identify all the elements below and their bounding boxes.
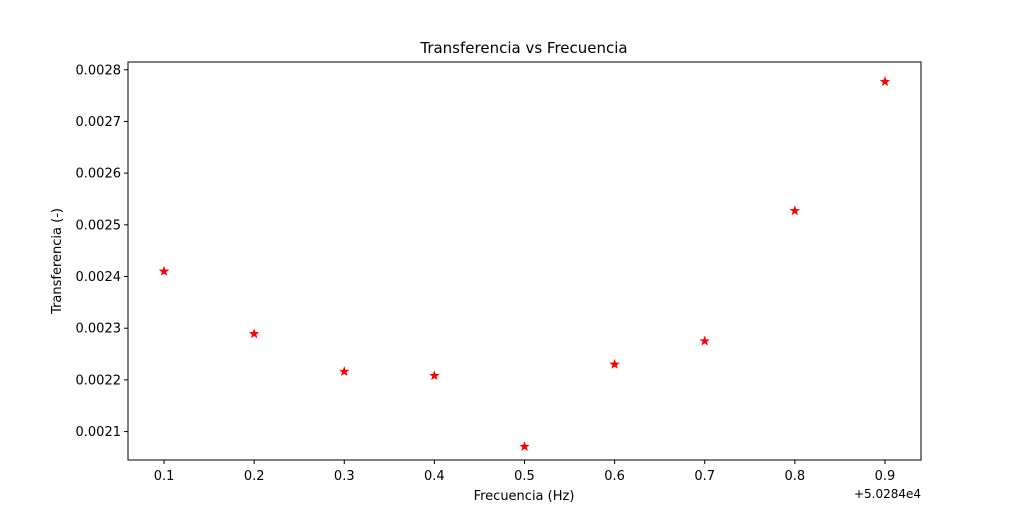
- y-tick-label: 0.0021: [76, 425, 122, 440]
- data-point-star: [879, 76, 891, 87]
- x-tick-label: 0.5: [514, 469, 535, 484]
- x-tick-label: 0.4: [424, 469, 445, 484]
- chart-title: Transferencia vs Frecuencia: [419, 39, 627, 57]
- data-point-star: [699, 335, 710, 346]
- y-tick-label: 0.0022: [76, 373, 122, 388]
- y-tick-label: 0.0024: [76, 270, 122, 285]
- x-tick-label: 0.8: [784, 469, 805, 484]
- y-tick-label: 0.0023: [76, 322, 122, 337]
- data-point-star: [519, 441, 530, 451]
- x-tick-label: 0.6: [604, 469, 625, 484]
- x-tick-label: 0.2: [244, 469, 265, 484]
- x-tick-label: 0.7: [694, 469, 715, 484]
- x-axis-label: Frecuencia (Hz): [474, 489, 575, 504]
- y-tick-label: 0.0026: [76, 167, 122, 182]
- y-tick-label: 0.0027: [76, 115, 122, 130]
- data-point-star: [429, 370, 440, 381]
- plot-frame: [127, 61, 922, 461]
- data-point-star: [339, 366, 350, 377]
- data-point-star: [789, 205, 801, 216]
- data-point-star: [609, 358, 620, 369]
- plot-area: 0.1 0.2 0.3 0.4 0.5 0.6 0.7 0.8 0.9 0.0021 0.0022 0…: [76, 61, 922, 484]
- x-tick-label: 0.1: [154, 469, 175, 484]
- data-point-star: [248, 328, 260, 339]
- x-axis-offset-label: +5.0284e4: [854, 487, 921, 501]
- x-tick-label: 0.3: [334, 469, 355, 484]
- y-axis-label: Transferencia (-): [50, 208, 65, 315]
- y-tick-label: 0.0025: [76, 218, 122, 233]
- data-point-star: [158, 265, 170, 276]
- x-tick-label: 0.9: [875, 469, 896, 484]
- y-tick-label: 0.0028: [76, 63, 122, 78]
